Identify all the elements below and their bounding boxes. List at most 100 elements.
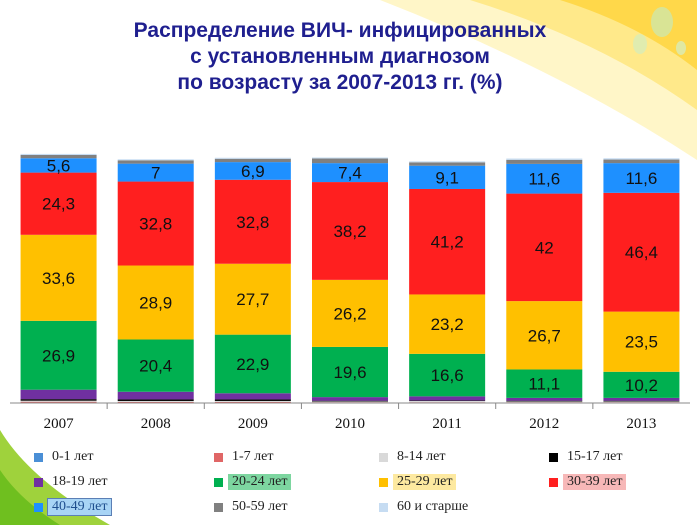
bar-segment [409, 165, 486, 189]
legend-label: 18-19 лет [52, 474, 108, 489]
data-label: 24,3 [42, 195, 75, 214]
bar-segment [20, 172, 97, 235]
bar-segment [506, 397, 583, 401]
bar-segment [603, 192, 680, 312]
bar-segment [117, 391, 194, 400]
data-label: 26,2 [333, 304, 366, 323]
data-label: 41,2 [431, 233, 464, 252]
legend-item: 20-24 лет [214, 472, 292, 492]
legend-swatch [379, 452, 388, 462]
bar-segment [312, 157, 388, 159]
legend-swatch [34, 502, 43, 512]
bar-segment [20, 399, 97, 401]
legend-swatch [379, 477, 388, 487]
legend-label: 1-7 лет [232, 449, 274, 464]
bar-segment [20, 234, 97, 321]
legend-swatch [34, 477, 43, 487]
data-label: 6,9 [241, 162, 265, 181]
data-label: 23,5 [625, 333, 658, 352]
bar-segment [603, 397, 680, 401]
legend-label: 0-1 лет [52, 449, 94, 464]
data-label: 20,4 [139, 357, 172, 376]
data-label: 11,6 [528, 170, 560, 189]
bar-segment [117, 163, 194, 182]
data-label: 16,6 [431, 366, 464, 385]
bar-segment [409, 402, 486, 403]
bar-segment [312, 397, 388, 401]
chart-title: Распределение ВИЧ- инфицированных с уста… [60, 18, 620, 96]
legend-swatch [549, 452, 558, 462]
legend-label: 15-17 лет [567, 449, 623, 464]
legend-swatch [549, 477, 558, 487]
legend-label: 8-14 лет [397, 449, 446, 464]
bar-segment [312, 279, 388, 347]
bar-segment [506, 159, 583, 164]
legend-item: 60 и старше [379, 497, 472, 517]
legend-item: 40-49 лет [34, 497, 113, 517]
bar-segment [603, 402, 680, 403]
data-label: 33,6 [42, 269, 75, 288]
bar-segment [117, 400, 194, 402]
legend-label: 40-49 лет [46, 498, 113, 516]
legend-item: 50-59 лет [214, 497, 291, 517]
x-tick-label: 2011 [432, 416, 461, 432]
data-label: 7 [151, 164, 160, 183]
bar-segment [409, 400, 486, 403]
bar-segment [214, 158, 291, 163]
bar-segment [506, 369, 583, 398]
legend-item: 1-7 лет [214, 447, 277, 467]
bar-segment [117, 339, 194, 392]
bar-segment [603, 311, 680, 372]
legend-label: 25-29 лет [393, 474, 457, 490]
bar-segment [117, 181, 194, 266]
bar-segment [506, 400, 583, 402]
legend-item: 0-1 лет [34, 447, 97, 467]
bar-segment [603, 159, 680, 164]
data-label: 11,1 [528, 375, 560, 394]
bar-segment [312, 400, 388, 402]
bar-segment [409, 400, 486, 401]
bar-segment [603, 401, 680, 403]
data-label: 32,8 [139, 215, 172, 234]
title-line-1: Распределение ВИЧ- инфицированных [133, 19, 547, 42]
bar-segment [409, 161, 486, 163]
bar-segment [506, 401, 583, 403]
legend-swatch [214, 477, 223, 487]
bar-segment [20, 389, 97, 400]
bar-segment [214, 263, 291, 335]
data-label: 19,6 [333, 363, 366, 382]
legend-label: 50-59 лет [232, 499, 288, 514]
bar-segment [117, 399, 194, 401]
legend-item: 15-17 лет [549, 447, 626, 467]
data-label: 22,9 [236, 355, 269, 374]
x-tick-label: 2009 [238, 416, 268, 432]
bar-segment [20, 158, 97, 173]
legend-swatch [214, 502, 223, 512]
data-label: 27,7 [236, 290, 269, 309]
bar-segment [214, 400, 291, 402]
bar-segment [312, 182, 388, 280]
bar-segment [20, 400, 97, 402]
data-label: 9,1 [435, 168, 459, 187]
bar-segment [603, 371, 680, 398]
bar-segment [20, 320, 97, 390]
bar-segment [214, 401, 291, 403]
bar-segment [117, 265, 194, 340]
data-label: 26,7 [528, 326, 561, 345]
bar-segment [506, 193, 583, 302]
legend-item: 8-14 лет [379, 447, 449, 467]
legend-label: 60 и старше [397, 499, 469, 514]
data-label: 46,4 [625, 243, 658, 262]
data-label: 11,6 [626, 169, 658, 188]
title-line-2: с установленным диагнозом [190, 45, 490, 68]
data-label: 10,2 [625, 376, 658, 395]
bar-segment [312, 163, 388, 183]
legend-item: 30-39 лет [549, 472, 627, 492]
data-label: 26,9 [42, 346, 75, 365]
bar-segment [214, 179, 291, 264]
x-tick-label: 2008 [141, 416, 171, 432]
bar-segment [603, 163, 680, 193]
bar-segment [506, 163, 583, 194]
